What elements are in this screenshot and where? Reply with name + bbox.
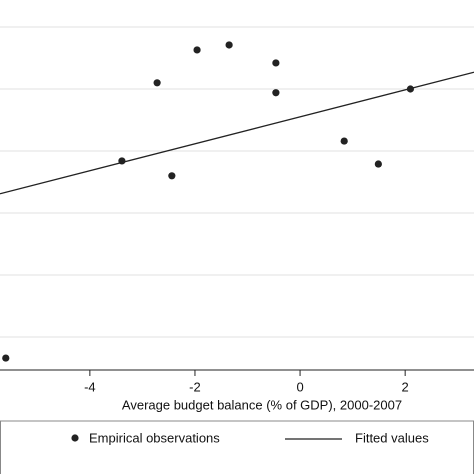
legend-label: Empirical observations [89, 430, 220, 445]
point [168, 172, 176, 180]
point [272, 89, 280, 97]
legend-marker [71, 434, 79, 442]
point [374, 160, 382, 168]
fitted-line [0, 71, 474, 195]
point [225, 41, 233, 49]
point [153, 79, 161, 87]
x-tick-label: -2 [189, 379, 201, 394]
point [272, 59, 280, 67]
point [2, 354, 10, 362]
legend-box [0, 420, 474, 474]
x-axis-label: Average budget balance (% of GDP), 2000-… [122, 397, 402, 412]
x-tick-label: 0 [296, 379, 303, 394]
x-tick-label: 2 [402, 379, 409, 394]
plot-area [0, 26, 474, 362]
x-tick-label: -4 [84, 379, 96, 394]
point [193, 46, 201, 54]
point [340, 137, 348, 145]
legend-label: Fitted values [355, 430, 429, 445]
